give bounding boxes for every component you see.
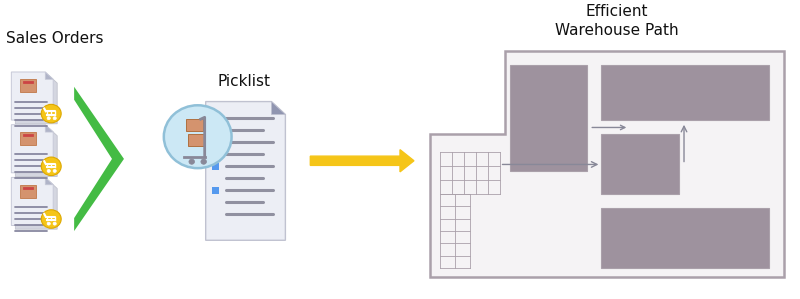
Polygon shape [46, 125, 54, 132]
Polygon shape [46, 72, 54, 79]
FancyBboxPatch shape [602, 65, 769, 120]
Polygon shape [271, 102, 286, 115]
FancyBboxPatch shape [20, 132, 36, 145]
FancyBboxPatch shape [602, 208, 769, 268]
Circle shape [164, 105, 231, 168]
Circle shape [42, 157, 61, 176]
Circle shape [201, 159, 206, 164]
FancyBboxPatch shape [20, 79, 36, 92]
Polygon shape [46, 177, 54, 185]
FancyBboxPatch shape [602, 134, 679, 194]
Polygon shape [430, 51, 784, 277]
FancyBboxPatch shape [188, 134, 205, 146]
Polygon shape [11, 72, 54, 120]
Polygon shape [206, 102, 286, 240]
FancyBboxPatch shape [212, 163, 218, 170]
Polygon shape [15, 76, 57, 124]
Circle shape [189, 159, 194, 164]
Text: Picklist: Picklist [217, 74, 270, 89]
Polygon shape [11, 125, 54, 173]
Polygon shape [11, 177, 54, 225]
FancyArrow shape [310, 150, 414, 172]
Polygon shape [15, 128, 57, 176]
Circle shape [53, 117, 56, 120]
Circle shape [47, 117, 50, 120]
Circle shape [42, 104, 61, 123]
Polygon shape [15, 181, 57, 229]
FancyBboxPatch shape [510, 65, 587, 171]
Circle shape [47, 170, 50, 173]
Circle shape [53, 170, 56, 173]
FancyBboxPatch shape [186, 119, 202, 131]
Polygon shape [74, 87, 124, 231]
Circle shape [47, 222, 50, 225]
Text: Efficient
Warehouse Path: Efficient Warehouse Path [555, 4, 678, 38]
FancyBboxPatch shape [212, 187, 218, 193]
FancyBboxPatch shape [20, 185, 36, 198]
Circle shape [42, 210, 61, 228]
Circle shape [53, 222, 56, 225]
Text: Sales Orders: Sales Orders [6, 31, 104, 46]
